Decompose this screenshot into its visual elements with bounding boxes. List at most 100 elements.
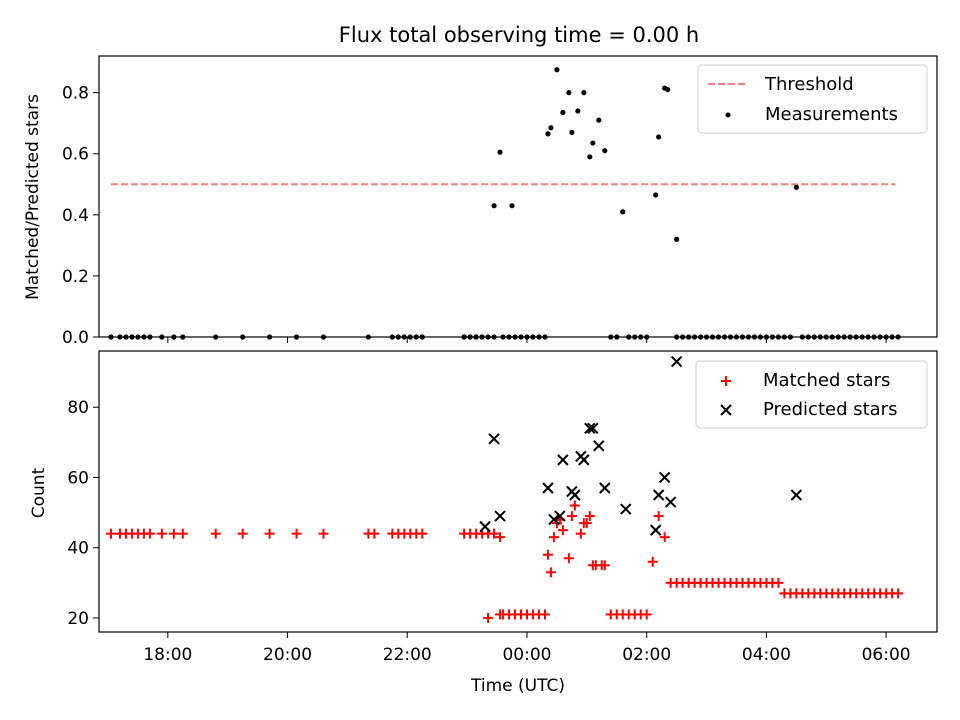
matched-stars-point <box>495 532 506 543</box>
predicted-stars-point <box>557 454 569 466</box>
top-marks <box>108 67 901 340</box>
x-tick-label: 18:00 <box>143 645 192 665</box>
measurement-point <box>569 129 575 135</box>
matched-stars-point <box>773 577 784 588</box>
matched-stars-point <box>548 532 559 543</box>
predicted-stars-point <box>548 513 560 526</box>
predicted-stars-point <box>620 503 632 515</box>
measurement-point <box>596 117 602 123</box>
measurement-point <box>548 125 554 131</box>
measurement-point <box>665 86 671 93</box>
matched-stars-point <box>144 528 155 539</box>
measurement-point <box>560 109 566 116</box>
y-tick-label: 80 <box>67 398 89 418</box>
bottom-axes-frame <box>98 350 938 633</box>
top-y-axis-label: Matched/Predicted stars <box>23 94 43 300</box>
matched-stars-point <box>893 588 904 599</box>
measurement-point <box>602 148 608 154</box>
top-y-ticks: 0.0 0.2 0.4 0.6 0.8 <box>62 84 99 348</box>
predicted-stars-point <box>584 422 596 434</box>
matched-stars-point <box>417 528 428 539</box>
matched-stars-point <box>566 511 577 522</box>
measurement-point <box>497 149 503 155</box>
x-tick-label: 06:00 <box>862 645 911 665</box>
measurement-point <box>491 203 497 209</box>
top-legend: Threshold Measurements <box>697 64 928 134</box>
predicted-stars-point <box>554 510 566 522</box>
matched-stars-point <box>291 528 302 539</box>
matched-stars-point <box>581 518 592 529</box>
matched-stars-point <box>584 511 595 522</box>
bottom-y-axis-label: Count <box>29 467 49 518</box>
y-tick-label: 0.4 <box>62 206 89 226</box>
matched-stars-point <box>237 528 248 539</box>
predicted-stars-point <box>593 440 605 452</box>
bottom-legend-box <box>695 360 928 429</box>
matched-stars-point <box>318 528 329 539</box>
y-tick-label: 0.6 <box>62 145 89 165</box>
predicted-stars-point <box>488 433 500 445</box>
predicted-stars-point <box>494 510 506 522</box>
y-tick-label: 0.2 <box>62 267 89 287</box>
predicted-stars-point <box>578 454 590 466</box>
matched-stars-point <box>210 528 221 539</box>
matched-stars-point <box>641 609 652 620</box>
legend-measurements-label: Measurements <box>765 104 898 125</box>
matched-stars-point <box>575 528 586 539</box>
measurement-point <box>581 90 587 96</box>
measurement-point <box>545 131 551 137</box>
bottom-marks <box>105 355 904 623</box>
legend-threshold-label: Threshold <box>764 74 854 95</box>
x-tick-label: 00:00 <box>502 645 551 665</box>
matched-stars-point <box>545 567 556 578</box>
predicted-stars-point <box>649 524 662 536</box>
predicted-stars-point <box>664 496 677 508</box>
matched-stars-point <box>647 556 658 567</box>
predicted-stars-point <box>670 355 683 368</box>
y-tick-label: 20 <box>67 609 89 629</box>
bottom-x-ticks: 18:00 20:00 22:00 00:00 02:00 04:00 06:00 <box>143 632 911 665</box>
matched-stars-point <box>599 560 610 571</box>
bottom-legend: Matched stars Predicted stars <box>695 360 928 429</box>
bottom-panel: 20 40 60 80 18:00 20:00 22:00 00:00 02:00 04:00 0… <box>29 350 938 696</box>
x-tick-label: 20:00 <box>263 645 312 665</box>
bottom-x-axis-label: Time (UTC) <box>470 676 565 696</box>
y-tick-label: 40 <box>67 539 89 559</box>
measurement-point <box>575 108 581 114</box>
top-axes-frame <box>98 55 938 338</box>
y-tick-label: 60 <box>67 468 89 488</box>
matched-stars-point <box>557 525 568 536</box>
matched-stars-point <box>653 511 664 522</box>
measurement-point <box>620 209 626 215</box>
matched-stars-point <box>483 612 494 623</box>
chart-title: Flux total observing time = 0.00 h <box>339 23 699 47</box>
measurement-point <box>509 203 515 209</box>
measurement-point <box>674 236 680 242</box>
legend-predicted-swatch <box>720 404 732 416</box>
matched-stars-point <box>569 500 580 511</box>
matched-stars-point <box>264 528 275 539</box>
predicted-stars-point <box>542 482 554 494</box>
measurement-point <box>653 192 659 198</box>
legend-matched-label: Matched stars <box>763 370 890 391</box>
matched-stars-point <box>168 528 179 539</box>
top-legend-box <box>697 64 928 134</box>
y-tick-label: 0.0 <box>62 328 89 348</box>
legend-predicted-label: Predicted stars <box>763 399 897 420</box>
x-tick-label: 22:00 <box>383 645 432 665</box>
predicted-stars-point <box>479 520 491 533</box>
predicted-stars-point <box>569 489 581 501</box>
measurement-point <box>587 154 593 160</box>
matched-stars-point <box>563 553 574 564</box>
matched-stars-point <box>539 609 550 620</box>
matched-stars-point <box>156 528 167 539</box>
measurement-point <box>566 90 572 96</box>
matched-stars-point <box>542 549 553 560</box>
matched-stars-point <box>177 528 188 539</box>
matched-stars-point <box>369 528 380 539</box>
legend-measurements-swatch <box>725 112 731 118</box>
legend-matched-swatch <box>721 376 731 386</box>
matched-stars-point <box>105 528 116 539</box>
bottom-y-ticks: 20 40 60 80 <box>67 398 99 629</box>
